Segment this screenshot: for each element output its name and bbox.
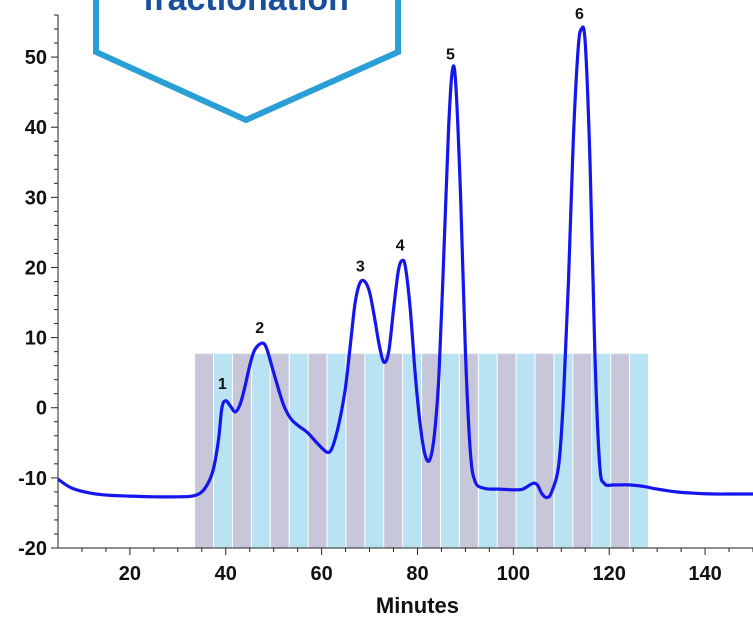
peak-label: 5 (446, 47, 455, 64)
x-tick-label: 60 (310, 563, 332, 585)
x-tick-label: 20 (119, 563, 141, 585)
series-line (57, 25, 753, 500)
callout-text: fractionation (143, 0, 349, 18)
y-tick-label: 50 (25, 47, 47, 69)
y-tick-label: -20 (18, 538, 47, 560)
x-tick-label: 80 (406, 563, 428, 585)
fraction-band (440, 353, 460, 548)
fraction-band (610, 353, 630, 548)
y-tick-label: 30 (25, 187, 47, 209)
y-tick-label: -10 (18, 468, 47, 490)
fraction-band (232, 353, 252, 548)
x-tick-label: 140 (688, 563, 721, 585)
x-tick-label: 120 (593, 563, 626, 585)
fraction-band (629, 353, 649, 548)
fraction-band (402, 353, 422, 548)
x-tick-label: 40 (215, 563, 237, 585)
y-tick-label: 0 (36, 398, 47, 420)
fraction-band (383, 353, 403, 548)
y-tick-label: 20 (25, 257, 47, 279)
fraction-band (345, 353, 365, 548)
fraction-band (326, 353, 346, 548)
fraction-band (289, 353, 309, 548)
peak-label: 3 (356, 258, 365, 275)
callout-arrow-shape (93, 0, 401, 124)
fraction-band (535, 353, 554, 548)
fraction-band (572, 353, 592, 548)
peak-label: 4 (396, 237, 405, 254)
fraction-band (497, 353, 517, 548)
peak-label: 2 (255, 320, 264, 337)
fraction-band (251, 353, 271, 548)
fraction-band (364, 353, 384, 548)
callout: fractionation (93, 0, 401, 124)
peak-label: 1 (218, 376, 227, 393)
axes: -20 -10 0 10 20 30 40 50 20 40 60 80 100 120 140 Minute… (18, 14, 753, 618)
fraction-band (516, 353, 536, 548)
x-tick-label: 100 (497, 563, 530, 585)
peak-label: 6 (575, 6, 584, 23)
y-tick-label: 40 (25, 117, 47, 139)
fraction-band (308, 353, 327, 548)
fraction-band (194, 353, 214, 548)
peak-labels: 1 2 3 4 5 6 (218, 6, 584, 393)
x-axis-title: Minutes (376, 593, 459, 618)
fraction-band (553, 353, 573, 548)
fraction-band (270, 353, 290, 548)
fraction-bands (194, 353, 650, 548)
y-tick-label: 10 (25, 328, 47, 350)
fraction-band (478, 353, 498, 548)
